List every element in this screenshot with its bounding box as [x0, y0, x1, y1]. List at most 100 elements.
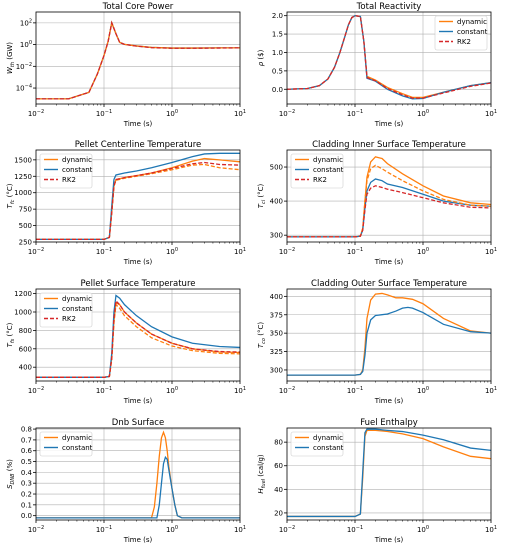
y-tick-exponent: −4 [25, 84, 32, 90]
x-tick-label: 101 [485, 247, 497, 256]
axes-frame [286, 288, 492, 382]
y-axis-label: Tfc (°C) [6, 183, 16, 208]
chart-title: Total Core Power [102, 2, 174, 12]
y-label-unit: (°C) [257, 183, 265, 199]
chart-panel-7: 10−2 10−1 100 1010.00.10.20.30.40.50.60.70.… [6, 418, 246, 544]
y-tick-label: 0.2 [21, 491, 32, 499]
plot-area [36, 12, 240, 104]
series-line-RK2 [36, 161, 240, 241]
legend-label-constant: constant [313, 444, 344, 452]
y-label-symbol: W [6, 66, 14, 74]
axes-frame [35, 11, 241, 105]
y-label-symbol: ρ [257, 61, 265, 66]
y-axis-label: SDNB (%) [6, 459, 16, 489]
y-tick-label: 400 [19, 364, 32, 372]
y-axis-label: Hfuel (cal/g) [257, 454, 267, 494]
y-axis-label: Tco (°C) [257, 322, 267, 348]
x-tick-label: 100 [417, 109, 429, 118]
legend-label-constant: constant [62, 166, 93, 174]
x-tick-exponent: −1 [356, 109, 363, 115]
x-tick-exponent: −1 [105, 386, 112, 392]
y-label-unit: (°C) [6, 183, 14, 199]
x-tick-exponent: −2 [288, 525, 295, 531]
y-tick-label: 0.1 [21, 501, 32, 509]
x-axis-label: Time (s) [123, 397, 153, 405]
chart-panel-3: 10−2 10−1 100 101250500750100012501500Pelle… [6, 140, 246, 266]
y-tick-label: 0.6 [21, 447, 33, 455]
y-tick-label: 0.3 [21, 480, 32, 488]
axes-frame [35, 149, 241, 243]
chart-title: Cladding Inner Surface Temperature [312, 140, 466, 150]
y-tick-exponent: 0 [29, 40, 32, 46]
y-axis-label: ρ ($) [257, 49, 265, 66]
y-tick-label: 0.0 [272, 86, 283, 94]
x-tick-label: 10−2 [279, 386, 295, 395]
series-line-RK2 [287, 15, 491, 99]
y-label-unit: (GW) [6, 42, 14, 62]
y-label-symbol: T [6, 342, 14, 347]
series-line-RK2 [36, 20, 240, 100]
x-tick-label: 100 [417, 525, 429, 534]
y-tick-label: 0.5 [21, 458, 32, 466]
y-tick-label: 102 [20, 18, 32, 27]
axes-frame [35, 288, 241, 382]
y-label-symbol: T [257, 343, 265, 348]
y-label-unit: (%) [6, 459, 14, 474]
x-tick-exponent: 1 [494, 247, 497, 253]
x-tick-label: 101 [485, 525, 497, 534]
y-axis-label: Tci (°C) [257, 183, 267, 208]
legend: dynamic constant [39, 431, 93, 457]
y-tick-label: 10−2 [16, 62, 32, 71]
x-tick-label: 10−2 [28, 386, 44, 395]
legend-label-RK2: RK2 [313, 176, 327, 184]
y-tick-label: 1000 [14, 189, 32, 197]
y-axis-label: Tfs (°C) [6, 322, 16, 347]
x-tick-label: 10−2 [28, 109, 44, 118]
y-label-unit: (cal/g) [257, 454, 265, 479]
x-tick-exponent: 1 [494, 525, 497, 531]
y-label-subscript: fs [10, 338, 16, 343]
y-tick-label: 1200 [14, 290, 32, 298]
legend-label-dynamic: dynamic [62, 156, 92, 164]
chart-title: Fuel Enthalpy [360, 418, 418, 428]
legend-label-dynamic: dynamic [62, 434, 92, 442]
y-tick-label: 250 [19, 239, 32, 247]
x-tick-label: 10−1 [96, 247, 112, 256]
y-label-symbol: T [6, 203, 14, 208]
x-tick-label: 10−1 [347, 109, 363, 118]
y-label-subscript: fc [10, 199, 16, 204]
x-axis-label: Time (s) [123, 536, 153, 544]
y-label-subscript: DNB [10, 473, 16, 485]
y-tick-label: 100 [20, 40, 32, 49]
x-tick-label: 10−1 [96, 109, 112, 118]
legend-label-constant: constant [62, 444, 93, 452]
series-line-constant [36, 455, 240, 519]
x-tick-exponent: −1 [105, 109, 112, 115]
x-tick-label: 10−2 [279, 247, 295, 256]
y-tick-label: 500 [19, 222, 32, 230]
x-tick-exponent: 0 [426, 525, 429, 531]
x-tick-exponent: −2 [37, 247, 44, 253]
y-tick-label: 1500 [14, 156, 32, 164]
x-tick-label: 101 [234, 525, 246, 534]
y-label-subscript: co [261, 338, 267, 344]
axes-frame [286, 11, 492, 105]
x-tick-exponent: 1 [243, 386, 246, 392]
y-label-subscript: ci [261, 199, 267, 204]
x-axis-label: Time (s) [374, 258, 404, 266]
x-tick-exponent: 1 [243, 247, 246, 253]
x-tick-label: 10−1 [347, 525, 363, 534]
legend-label-RK2: RK2 [457, 38, 471, 46]
x-tick-exponent: 1 [243, 109, 246, 115]
chart-title: Pellet Centerline Temperature [75, 140, 202, 150]
y-tick-label: 750 [19, 206, 32, 214]
x-tick-exponent: −2 [288, 247, 295, 253]
y-label-symbol: S [6, 484, 14, 489]
chart-title: Pellet Surface Temperature [81, 279, 196, 289]
x-tick-label: 100 [166, 386, 178, 395]
